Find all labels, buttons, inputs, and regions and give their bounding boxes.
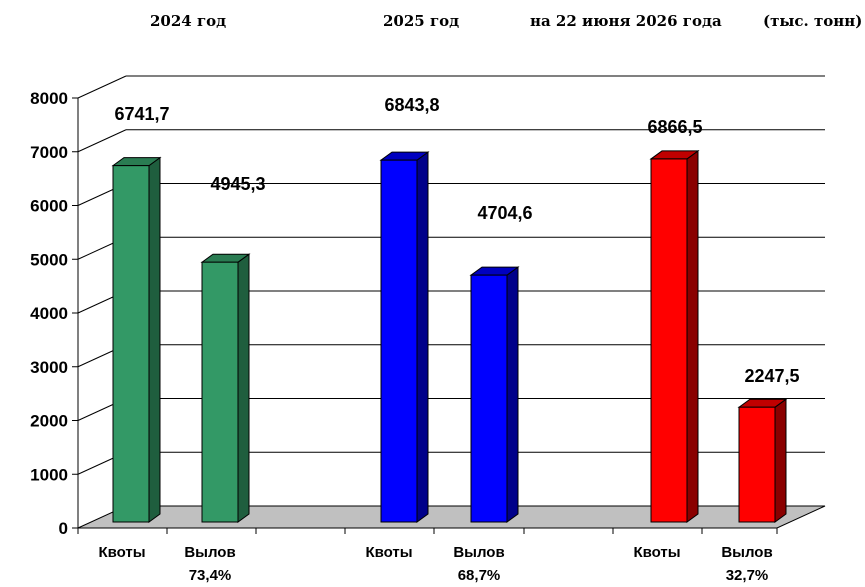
bar-quota xyxy=(380,159,418,523)
x-percent-label: 68,7% xyxy=(458,567,501,584)
bar-quota xyxy=(112,165,150,523)
y-tick-label: 2000 xyxy=(30,412,68,431)
y-tick-label: 6000 xyxy=(30,197,68,216)
x-percent-label: 32,7% xyxy=(726,567,769,584)
x-category-label: Вылов xyxy=(184,544,235,561)
header-2026: на 22 июня 2026 года xyxy=(530,12,722,30)
header-2024: 2024 год xyxy=(150,12,227,30)
header-2025: 2025 год xyxy=(383,12,460,30)
x-category-label: Вылов xyxy=(453,544,504,561)
bar-side xyxy=(506,266,519,523)
header-units: (тыс. тонн) xyxy=(763,12,863,30)
value-label: 4704,6 xyxy=(477,203,532,223)
y-tick-label: 5000 xyxy=(30,250,68,269)
value-label: 6741,7 xyxy=(114,104,169,124)
bar-side xyxy=(774,398,787,523)
x-percent-label: 73,4% xyxy=(189,567,232,584)
y-tick-label: 1000 xyxy=(30,465,68,484)
x-category-label: Квоты xyxy=(633,544,680,561)
value-label: 6843,8 xyxy=(384,95,439,115)
gridline-side xyxy=(77,75,127,99)
bar-side xyxy=(148,156,161,523)
y-tick-label: 8000 xyxy=(30,89,68,108)
bar-catch xyxy=(201,261,239,523)
y-tick-label: 3000 xyxy=(30,358,68,377)
bar-quota xyxy=(650,158,688,523)
y-tick-label: 7000 xyxy=(30,143,68,162)
floor xyxy=(77,505,826,529)
gridline-side xyxy=(77,129,127,153)
x-category-label: Квоты xyxy=(98,544,145,561)
bar-side xyxy=(237,253,250,523)
value-label: 2247,5 xyxy=(744,366,799,386)
y-tick-label: 4000 xyxy=(30,304,68,323)
bar-catch xyxy=(738,406,776,523)
value-label: 4945,3 xyxy=(210,174,265,194)
y-tick-label: 0 xyxy=(59,519,68,538)
x-category-label: Вылов xyxy=(721,544,772,561)
bar-side xyxy=(416,151,429,523)
bar-catch xyxy=(470,274,508,523)
value-label: 6866,5 xyxy=(647,117,702,137)
bar-side xyxy=(686,149,699,523)
x-category-label: Квоты xyxy=(365,544,412,561)
